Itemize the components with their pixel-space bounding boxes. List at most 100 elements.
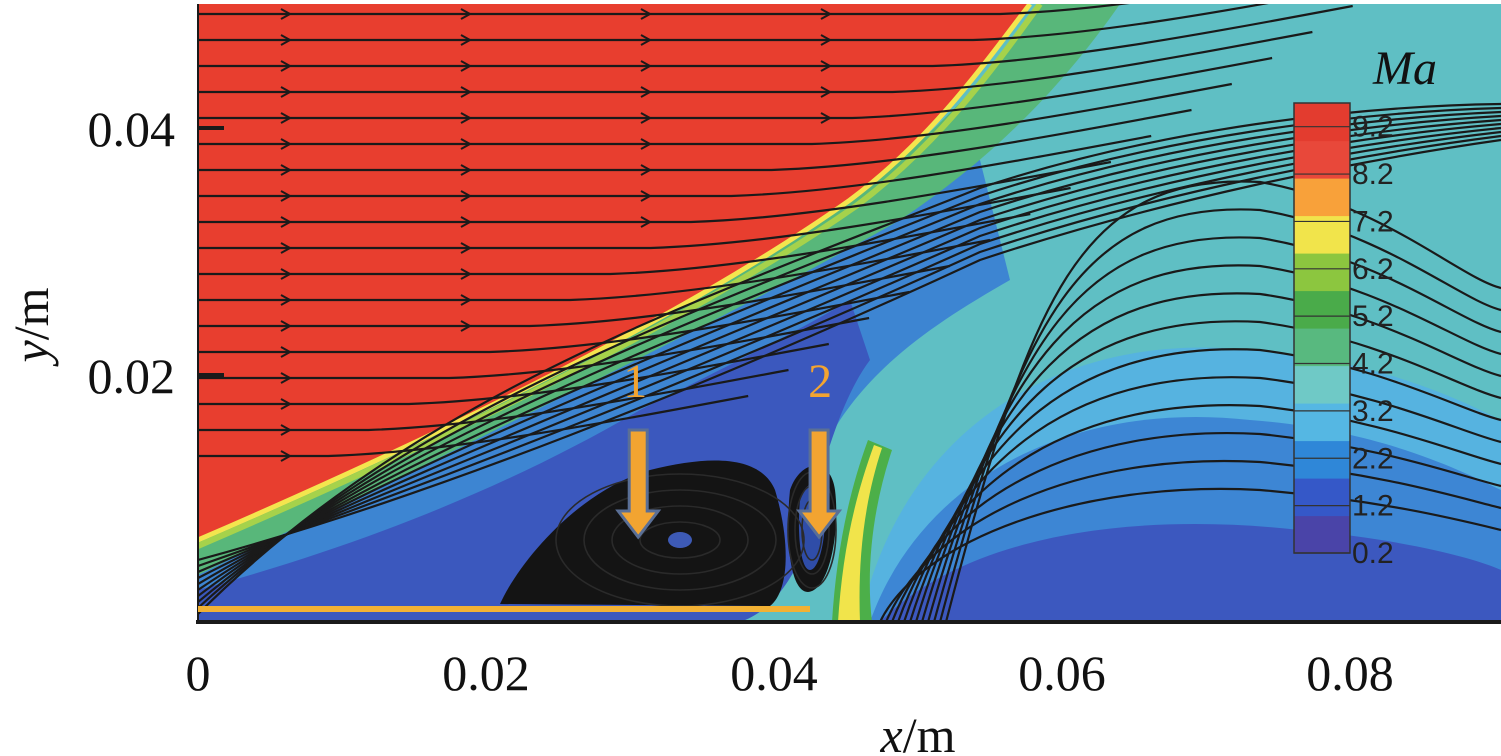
streamline xyxy=(198,56,1273,120)
colorbar-bands xyxy=(1294,103,1350,554)
streamline-arrow xyxy=(280,294,293,306)
colorbar-level-label: 0.2 xyxy=(1352,537,1394,570)
colorbar-band xyxy=(1294,178,1350,217)
y-axis-tick-marks xyxy=(198,126,224,377)
annotation-label: 1 xyxy=(623,355,647,408)
colorbar-level-label: 2.2 xyxy=(1352,442,1394,475)
reattachment-shock-core xyxy=(838,445,882,622)
streamline-arrow xyxy=(280,86,293,98)
streamline-arrow xyxy=(460,34,473,46)
streamline-arrow xyxy=(460,320,473,332)
streamline-arrow xyxy=(460,138,473,150)
streamline-arrow xyxy=(280,8,293,20)
streamline-arrow xyxy=(460,190,473,202)
streamline-arrow xyxy=(640,86,653,98)
streamline-arrow xyxy=(280,268,293,280)
streamline xyxy=(198,4,1269,42)
streamline-arrow xyxy=(280,164,293,176)
y-tick-label: 0.02 xyxy=(88,348,176,404)
annotation-arrow xyxy=(796,428,843,540)
streamline xyxy=(198,82,1233,146)
streamline-arrow xyxy=(640,216,653,228)
x-tick-label: 0.04 xyxy=(730,645,818,701)
streamline-arrow xyxy=(280,60,293,72)
streamline-arrow xyxy=(820,112,833,124)
streamline-arrow xyxy=(640,138,653,150)
streamline-arrow xyxy=(280,424,293,436)
streamline-arrow xyxy=(280,320,293,332)
streamline-arrow xyxy=(460,86,473,98)
streamline-arrow xyxy=(460,268,473,280)
annotation-label: 2 xyxy=(808,355,832,408)
recirculation-streamline xyxy=(583,489,777,591)
streamline-arrow xyxy=(820,34,833,46)
colorbar-level-label: 7.2 xyxy=(1352,205,1394,238)
colorbar-band xyxy=(1294,403,1350,442)
streamline xyxy=(198,30,1313,94)
x-tick-label: 0 xyxy=(186,645,211,701)
streamline-arrow xyxy=(640,8,653,20)
x-tick-label: 0.02 xyxy=(442,645,530,701)
streamline xyxy=(198,108,1192,172)
streamline xyxy=(884,460,1501,622)
colorbar-level-label: 9.2 xyxy=(1352,111,1394,144)
recirculation-streamline xyxy=(639,521,721,559)
x-axis-tick-labels: 0 0.02 0.04 0.06 0.08 xyxy=(186,645,1394,701)
streamline-arrow xyxy=(460,60,473,72)
y-tick-label: 0.04 xyxy=(88,101,176,157)
streamline-arrow xyxy=(280,372,293,384)
streamline-arrow xyxy=(640,190,653,202)
colorbar-level-label: 5.2 xyxy=(1352,300,1394,333)
colorbar-level-label: 3.2 xyxy=(1352,395,1394,428)
streamline-arrow xyxy=(280,242,293,254)
streamline-arrow xyxy=(280,112,293,124)
streamline-arrow xyxy=(640,60,653,72)
colorbar-band xyxy=(1294,103,1350,142)
streamline-arrow xyxy=(460,112,473,124)
recirculation-streamline xyxy=(611,505,749,575)
streamline-arrow xyxy=(280,138,293,150)
colorbar-band xyxy=(1294,328,1350,367)
streamline-arrow xyxy=(280,398,293,410)
colorbar-band xyxy=(1294,253,1350,292)
streamline-arrow xyxy=(460,8,473,20)
streamline-arrow xyxy=(640,164,653,176)
oblique-shock-front xyxy=(198,4,1032,543)
colorbar-band xyxy=(1294,515,1350,554)
colorbar-band xyxy=(1294,140,1350,179)
streamline-arrow xyxy=(460,164,473,176)
colorbar-level-label: 4.2 xyxy=(1352,348,1394,381)
streamline-arrow xyxy=(460,242,473,254)
x-tick-label: 0.06 xyxy=(1018,645,1106,701)
streamline-arrow xyxy=(280,450,293,462)
shock-layer-band xyxy=(198,4,1120,575)
colorbar-level-label: 6.2 xyxy=(1352,253,1394,286)
colorbar-band xyxy=(1294,365,1350,404)
streamline-arrow xyxy=(640,112,653,124)
streamline xyxy=(198,4,1353,68)
colorbar-band xyxy=(1294,478,1350,517)
y-axis-title: y/m xyxy=(3,287,59,367)
streamline xyxy=(198,368,789,432)
streamline xyxy=(198,4,1131,16)
freestream-region xyxy=(198,4,1030,540)
streamline-arrow xyxy=(280,216,293,228)
x-axis-title: x/m xyxy=(880,707,956,756)
colorbar-band xyxy=(1294,290,1350,329)
streamline xyxy=(198,134,1152,198)
colorbar-level-label: 8.2 xyxy=(1352,158,1394,191)
streamline-arrow xyxy=(280,346,293,358)
streamline xyxy=(938,208,1501,622)
streamline-arrow xyxy=(820,60,833,72)
streamline-arrow xyxy=(820,86,833,98)
streamline-arrow xyxy=(460,294,473,306)
streamline xyxy=(944,180,1501,622)
y-axis-tick-labels: 0.02 0.04 xyxy=(88,101,176,404)
x-tick-label: 0.08 xyxy=(1306,645,1394,701)
separation-bubble-core xyxy=(668,532,692,548)
colorbar-band xyxy=(1294,440,1350,479)
colorbar: Ma 0.2 1.2 2.2 3.2 4.2 5.2 6.2 7.2 8.2 9.2 xyxy=(1293,42,1437,570)
streamline xyxy=(198,186,1071,250)
